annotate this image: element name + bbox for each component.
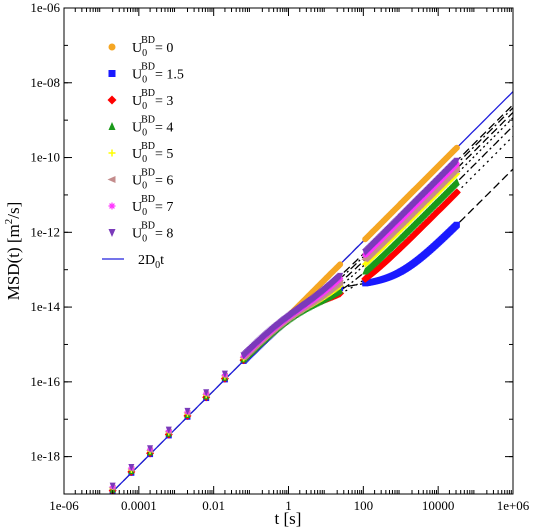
legend-label: U0BD= 4 <box>132 115 173 139</box>
data-point <box>72 526 78 531</box>
data-point <box>91 507 97 513</box>
data-point <box>72 523 78 529</box>
series-8 <box>72 157 460 527</box>
data-point <box>453 221 460 228</box>
data-point <box>91 504 97 511</box>
data-point <box>108 149 116 157</box>
data-point <box>108 43 116 51</box>
legend-item-5: U0BD= 5 <box>108 141 173 165</box>
data-point <box>107 95 117 105</box>
legend-label: U0BD= 1.5 <box>132 62 184 86</box>
legend-item-0: U0BD= 0 <box>108 35 173 59</box>
legend-item-7: U0BD= 7 <box>108 194 173 218</box>
data-point <box>108 202 116 210</box>
x-tick-label: 0.0001 <box>121 498 157 513</box>
y-tick-label: 1e-12 <box>30 224 60 239</box>
data-point <box>72 526 78 531</box>
data-point <box>71 522 78 528</box>
data-point <box>108 229 116 237</box>
data-point <box>91 501 97 508</box>
data-point <box>107 176 116 183</box>
x-tick-label: 1e-06 <box>49 498 79 513</box>
fit-line-1-5 <box>250 168 513 354</box>
legend-label: U0BD= 6 <box>132 168 173 192</box>
legend-label: U0BD= 5 <box>132 141 173 165</box>
data-point <box>452 188 461 197</box>
data-point <box>203 389 210 397</box>
data-point <box>165 426 172 434</box>
data-point <box>337 272 344 280</box>
y-tick-label: 1e-14 <box>30 299 60 314</box>
y-axis-title: MSD(t) [m2/s] <box>3 202 23 301</box>
legend-label: U0BD= 7 <box>132 194 173 218</box>
data-point <box>128 463 135 471</box>
data-point <box>108 122 116 130</box>
x-axis-title: t [s] <box>275 509 302 528</box>
data-point <box>72 520 78 527</box>
data-point <box>91 504 97 510</box>
legend-item-4: U0BD= 4 <box>108 115 173 139</box>
data-point <box>337 286 344 294</box>
legend-item-reference: 2D0t <box>102 253 164 271</box>
data-point <box>71 524 79 531</box>
y-tick-label: 1e-08 <box>30 75 60 90</box>
legend-item-6: U0BD= 6 <box>107 168 173 192</box>
legend-item-3: U0BD= 3 <box>107 88 173 112</box>
data-point <box>91 502 97 508</box>
legend-label: 2D0t <box>138 253 164 271</box>
y-tick-label: 1e-18 <box>30 449 60 464</box>
legend-item-8: U0BD= 8 <box>108 221 173 245</box>
series-1-5 <box>72 221 460 531</box>
data-point <box>453 157 460 165</box>
data-point <box>453 178 460 186</box>
data-point <box>221 370 228 378</box>
legend-label: U0BD= 3 <box>132 88 173 112</box>
x-tick-label: 1 <box>285 498 292 513</box>
legend-label: U0BD= 8 <box>132 221 173 245</box>
legend-item-1-5: U0BD= 1.5 <box>108 62 184 86</box>
x-tick-label: 0.01 <box>202 498 225 513</box>
data-point <box>147 445 154 453</box>
data-point <box>90 503 97 509</box>
x-tick-label: 1e+06 <box>497 498 530 513</box>
y-tick-label: 1e-06 <box>30 0 60 15</box>
data-point <box>337 261 344 268</box>
data-markers <box>71 144 461 531</box>
data-point <box>109 482 116 490</box>
data-point <box>108 70 116 77</box>
data-point <box>184 407 191 415</box>
data-point <box>453 144 460 151</box>
data-point <box>90 505 98 513</box>
axis-ticks: 1e-06 0.0001 0.01 1 100 10000 1e+06 1e-18 1e-16 1… <box>30 0 529 513</box>
legend-label: U0BD= 0 <box>132 35 173 59</box>
x-tick-label: 100 <box>354 498 374 513</box>
data-point <box>72 523 78 530</box>
x-tick-label: 10000 <box>422 498 455 513</box>
data-point <box>72 521 78 527</box>
y-tick-label: 1e-10 <box>30 150 60 165</box>
y-tick-label: 1e-16 <box>30 374 60 389</box>
data-point <box>91 507 97 513</box>
